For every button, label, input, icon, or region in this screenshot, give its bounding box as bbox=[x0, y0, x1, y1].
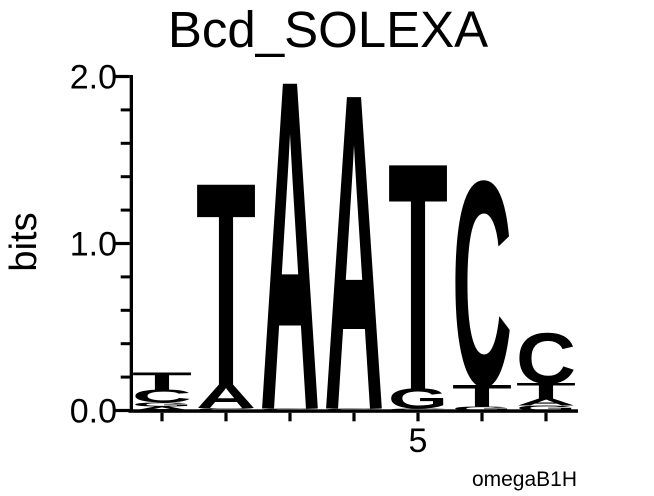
y-tick-label: 1.0 bbox=[70, 226, 117, 264]
x-tick bbox=[480, 412, 484, 422]
logo-letter-T-pos5: T bbox=[388, 95, 448, 458]
logo-letter-C-pos7: C bbox=[516, 317, 576, 399]
x-tick bbox=[416, 412, 420, 422]
logo-letter-C-pos2: C bbox=[196, 407, 256, 411]
logo-letter-C-pos1: C bbox=[132, 386, 192, 406]
logo-letter-T-pos6: T bbox=[452, 378, 512, 413]
y-major-tick bbox=[113, 74, 130, 79]
y-minor-tick bbox=[120, 108, 130, 112]
y-minor-tick bbox=[120, 175, 130, 179]
x-tick bbox=[160, 412, 164, 422]
x-tick bbox=[224, 412, 228, 422]
logo-letter-T-pos7: T bbox=[516, 379, 576, 403]
y-minor-tick bbox=[120, 275, 130, 279]
annotation-label: omegaB1H bbox=[472, 468, 577, 491]
y-minor-tick bbox=[120, 141, 130, 145]
x-tick bbox=[352, 412, 356, 422]
logo-letter-G-pos1: G bbox=[132, 401, 192, 408]
y-tick-labels: 0.0 1.0 2.0 bbox=[70, 59, 117, 431]
y-minor-tick bbox=[120, 208, 130, 212]
logo-letter-A-pos1: A bbox=[132, 405, 192, 411]
y-tick-label: 2.0 bbox=[70, 59, 117, 97]
x-tick bbox=[544, 412, 548, 422]
logo-letter-T-pos1: T bbox=[132, 367, 192, 395]
logo-letter-C-pos3: C bbox=[260, 408, 320, 411]
logo-letter-C-pos5: C bbox=[388, 408, 448, 411]
y-minor-tick bbox=[120, 342, 130, 346]
y-axis-line bbox=[129, 75, 133, 413]
logo-letter-A-pos2: A bbox=[196, 378, 256, 415]
logo-letter-G-pos5: G bbox=[388, 383, 448, 415]
logo-letter-G-pos6: G bbox=[452, 405, 512, 412]
y-axis-label: bits bbox=[3, 212, 45, 271]
x-axis-line bbox=[128, 409, 578, 413]
y-minor-tick bbox=[120, 308, 130, 312]
y-major-tick bbox=[113, 241, 130, 246]
x-tick-label: 5 bbox=[409, 422, 428, 460]
axes bbox=[113, 74, 578, 422]
y-tick-label: 0.0 bbox=[70, 393, 117, 431]
chart-title: Bcd_SOLEXA bbox=[168, 1, 488, 58]
logo-letter-T-pos2: T bbox=[196, 122, 256, 446]
logo-letter-C-pos4: C bbox=[324, 408, 384, 411]
y-minor-tick bbox=[120, 375, 130, 379]
logo-letter-G-pos7: G bbox=[516, 404, 576, 412]
x-tick bbox=[288, 412, 292, 422]
logo-letter-A-pos7: A bbox=[516, 396, 576, 408]
logo-letter-C-pos6: C bbox=[452, 119, 512, 447]
logo-letter-A-pos4: A bbox=[324, 0, 384, 496]
y-major-tick bbox=[113, 408, 130, 413]
logo-letter-A-pos3: A bbox=[260, 0, 320, 496]
